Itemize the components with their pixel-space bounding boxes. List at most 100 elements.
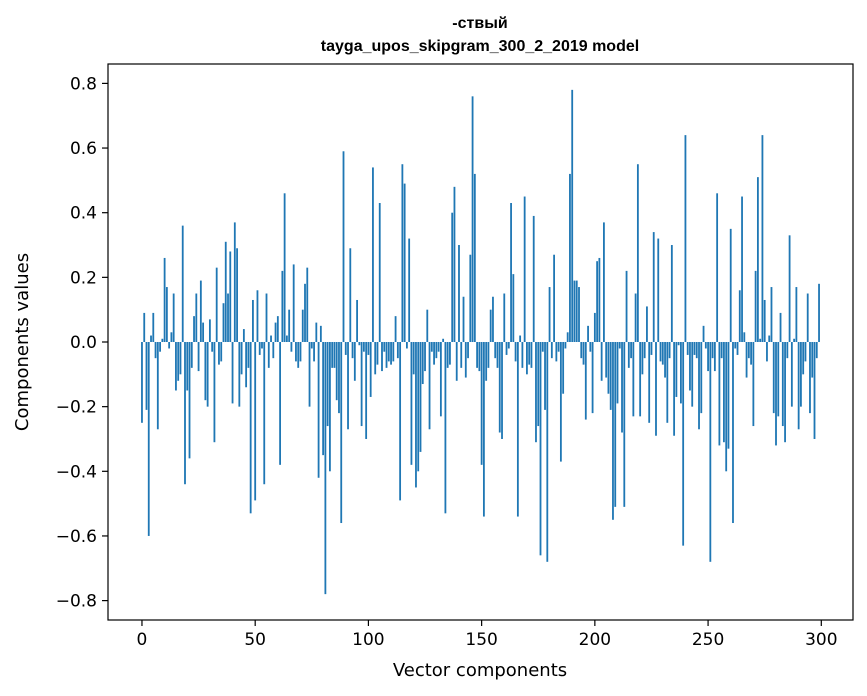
bar — [331, 342, 334, 368]
bar — [779, 312, 782, 342]
bar — [632, 342, 635, 417]
y-axis: 0.8 0.6 0.4 0.2 0.0 −0.2 −0.4 −0.6 −0.8 — [56, 74, 108, 612]
bar — [433, 342, 435, 365]
bar — [666, 342, 669, 423]
bar — [145, 342, 148, 410]
y-tick-label: 0.8 — [70, 74, 97, 94]
bar — [766, 342, 768, 362]
bar — [670, 245, 673, 342]
bar — [600, 342, 603, 381]
bar — [186, 342, 189, 391]
bar — [184, 342, 186, 485]
bar — [292, 264, 295, 342]
bar — [256, 290, 259, 342]
bar — [485, 342, 488, 381]
bar — [168, 342, 171, 349]
bar — [154, 342, 157, 359]
bar — [818, 283, 820, 342]
bar — [709, 342, 712, 562]
bar — [372, 167, 374, 342]
bar — [555, 342, 558, 362]
bar — [711, 342, 714, 359]
bar — [274, 322, 277, 342]
bar — [607, 342, 610, 394]
bar — [627, 342, 630, 368]
bar — [795, 287, 798, 342]
bar — [512, 274, 515, 342]
bar — [208, 319, 211, 342]
bar — [428, 342, 431, 430]
bar — [281, 270, 284, 342]
bar — [636, 164, 639, 342]
bar — [340, 342, 343, 524]
bar — [734, 342, 737, 349]
bar — [648, 342, 651, 423]
bar — [582, 342, 585, 365]
x-tick-label: 50 — [244, 630, 266, 650]
bar — [501, 342, 503, 439]
bar — [435, 342, 438, 359]
bar — [442, 338, 445, 342]
bar — [455, 342, 458, 381]
bar — [589, 342, 592, 352]
bar — [652, 232, 655, 342]
bar — [815, 342, 818, 359]
bar — [768, 335, 771, 342]
bar — [165, 287, 168, 342]
bar — [258, 342, 261, 355]
bar — [741, 196, 743, 342]
bar — [745, 342, 748, 378]
x-tick-label: 250 — [692, 630, 724, 650]
bar — [657, 238, 660, 342]
bar — [392, 342, 395, 362]
bar — [347, 342, 349, 430]
bar — [272, 342, 275, 359]
bar — [365, 342, 368, 439]
bar — [317, 342, 320, 478]
bar — [571, 89, 574, 342]
bar — [659, 342, 662, 362]
bar — [523, 196, 526, 342]
bar — [188, 342, 191, 459]
bar — [175, 342, 177, 391]
bar — [684, 135, 687, 342]
bar — [193, 316, 195, 342]
bar — [603, 222, 605, 342]
bar — [702, 325, 705, 342]
bar — [213, 342, 216, 443]
bar — [704, 342, 707, 349]
bar — [544, 342, 546, 410]
bar — [562, 342, 565, 394]
bar — [655, 342, 657, 436]
x-tick-label: 300 — [805, 630, 837, 650]
bar — [487, 342, 490, 368]
bar — [263, 342, 266, 485]
bar — [344, 342, 347, 355]
bar — [387, 342, 390, 362]
bar — [374, 342, 377, 375]
bar — [227, 293, 229, 342]
bar — [598, 257, 601, 342]
bar — [147, 342, 150, 536]
y-axis-label: Components values — [12, 253, 33, 431]
chart-title-line1: -ствый — [452, 15, 507, 32]
bar — [150, 335, 152, 342]
bar — [788, 235, 791, 342]
bar — [333, 342, 336, 368]
y-tick-label: −0.8 — [56, 592, 97, 612]
bar — [591, 342, 594, 414]
bar — [804, 342, 807, 362]
x-tick-label: 100 — [352, 630, 384, 650]
bar — [285, 335, 288, 342]
bar — [439, 342, 442, 417]
bar — [650, 342, 653, 355]
bar — [458, 245, 460, 342]
bar — [319, 325, 322, 342]
x-tick-label: 150 — [465, 630, 497, 650]
bar — [541, 342, 544, 352]
bar — [559, 342, 562, 462]
bar — [505, 342, 508, 355]
bar — [790, 342, 793, 407]
bar — [231, 342, 234, 404]
